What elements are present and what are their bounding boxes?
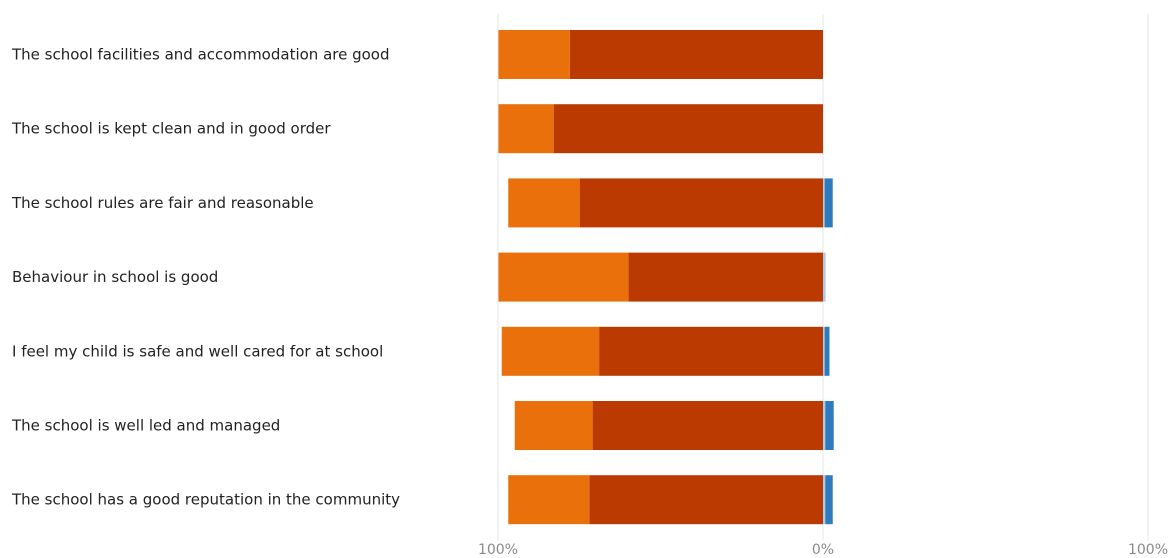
- bar-segment-2-2[interactable]: [498, 104, 554, 154]
- category-labels: The school facilities and accommodation …: [11, 46, 400, 509]
- bar-segment-6-2[interactable]: [514, 401, 593, 450]
- category-label: Behaviour in school is good: [12, 268, 218, 286]
- bar-segment-4-3[interactable]: [823, 252, 826, 302]
- bar-segment-3-4[interactable]: [824, 178, 833, 228]
- bar-segment-7-3[interactable]: [823, 475, 826, 525]
- bar-segment-6-3[interactable]: [823, 401, 826, 450]
- bar-segment-1-1[interactable]: [569, 30, 823, 79]
- category-label: The school has a good reputation in the …: [11, 491, 400, 509]
- bar-segment-5-1[interactable]: [599, 326, 824, 376]
- axis-tick-labels: 100% 0% 100%: [478, 542, 1168, 558]
- bar-segment-3-2[interactable]: [508, 178, 580, 228]
- x-tick-label: 0%: [812, 542, 834, 558]
- bar-segment-7-2[interactable]: [508, 475, 590, 525]
- bar-segment-3-1[interactable]: [579, 178, 824, 228]
- bar-segment-2-1[interactable]: [553, 104, 823, 154]
- x-tick-label: 100%: [478, 542, 518, 558]
- bar-segment-5-4[interactable]: [824, 326, 830, 376]
- bar-segment-4-1[interactable]: [628, 252, 823, 302]
- bar-segment-4-2[interactable]: [498, 252, 629, 302]
- bars: [498, 30, 834, 525]
- category-label: The school rules are fair and reasonable: [11, 194, 314, 212]
- bar-segment-5-2[interactable]: [501, 326, 600, 376]
- category-label: The school is kept clean and in good ord…: [11, 120, 331, 138]
- category-label: The school facilities and accommodation …: [11, 46, 390, 64]
- x-tick-label: 100%: [1128, 542, 1168, 558]
- bar-segment-6-1[interactable]: [592, 401, 824, 450]
- bar-segment-7-1[interactable]: [589, 475, 823, 525]
- category-label: I feel my child is safe and well cared f…: [12, 342, 383, 360]
- bar-segment-3-3[interactable]: [823, 178, 825, 228]
- bar-segment-1-2[interactable]: [498, 30, 570, 79]
- bar-segment-7-4[interactable]: [825, 475, 833, 525]
- bar-segment-5-3[interactable]: [823, 326, 825, 376]
- category-label: The school is well led and managed: [11, 417, 280, 435]
- bar-segment-6-4[interactable]: [825, 401, 834, 450]
